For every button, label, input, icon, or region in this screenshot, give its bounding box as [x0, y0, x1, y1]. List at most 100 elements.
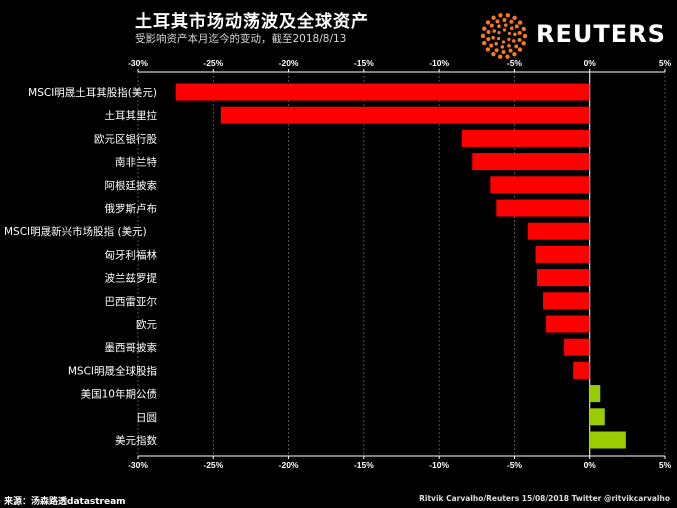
- tick-label-top: -15%: [354, 58, 374, 68]
- bar: [573, 361, 590, 379]
- logo-dot: [507, 31, 512, 36]
- logo-dot: [505, 13, 510, 18]
- logo-dot: [522, 33, 528, 39]
- logo-dot: [505, 54, 510, 59]
- logo-dot: [502, 28, 507, 32]
- tick-label-top: -5%: [507, 58, 523, 68]
- logo-dot: [517, 30, 522, 35]
- bar: [490, 176, 590, 194]
- logo-dot: [503, 23, 508, 27]
- logo-dot: [521, 41, 526, 46]
- tick-label-bottom: -5%: [507, 460, 523, 470]
- logo-dot: [494, 48, 499, 53]
- category-label: 美国10年期公债: [81, 388, 157, 401]
- logo-dot: [491, 51, 496, 57]
- category-label: MSCI明晟新兴市场股指 (美元): [4, 225, 147, 238]
- logo-dot: [482, 26, 487, 31]
- logo-dot: [497, 31, 501, 35]
- bar: [461, 129, 590, 147]
- logo-dot: [491, 35, 495, 40]
- logo-dot: [511, 39, 516, 43]
- logo-dot: [496, 36, 501, 41]
- logo-dot: [501, 49, 506, 54]
- category-label: 土耳其里拉: [105, 109, 158, 122]
- logo-dot: [517, 20, 523, 25]
- source-note: 来源：汤森路透datastream: [4, 497, 126, 507]
- tick-label-top: -10%: [429, 58, 449, 68]
- bar: [527, 222, 590, 240]
- logo-dot: [517, 38, 522, 43]
- logo-dot: [512, 52, 517, 57]
- bar: [543, 292, 590, 310]
- category-label: 巴西雷亚尔: [105, 295, 158, 308]
- bar: [535, 245, 590, 263]
- logo-dot: [482, 40, 487, 46]
- category-label: 欧元区银行股: [94, 132, 157, 145]
- bar: [472, 153, 590, 171]
- category-label: 俄罗斯卢布: [105, 202, 158, 215]
- category-label: MSCI明晟土耳其股指(美元): [28, 86, 157, 99]
- category-label: 匈牙利福林: [105, 248, 158, 261]
- logo-dot: [480, 33, 486, 39]
- logo-dot: [498, 13, 503, 18]
- bar: [589, 431, 626, 449]
- logo-dot: [513, 32, 517, 37]
- logo-dot: [517, 47, 523, 52]
- logo-dot: [494, 41, 499, 46]
- tick-label-top: 5%: [659, 58, 672, 68]
- bar: [564, 338, 590, 356]
- logo-dot: [486, 37, 491, 42]
- logo-dot: [498, 54, 503, 59]
- logo-dot: [485, 20, 491, 25]
- logo-dot: [512, 15, 517, 21]
- tick-label-top: 0%: [584, 58, 597, 68]
- logo-dot: [486, 29, 491, 34]
- logo-dot: [489, 23, 494, 28]
- category-label: 阿根廷披索: [105, 179, 158, 192]
- tick-label-top: -25%: [203, 58, 223, 68]
- tick-label-bottom: -15%: [354, 460, 374, 470]
- tick-label-bottom: 0%: [584, 460, 597, 470]
- logo-dot: [501, 40, 506, 44]
- logo-dot: [509, 19, 514, 24]
- category-label: 波兰兹罗提: [105, 272, 158, 285]
- category-label: 美元指数: [115, 434, 157, 447]
- logo-dot: [507, 37, 511, 41]
- logo-dot: [495, 19, 500, 24]
- logo-dot: [502, 18, 507, 23]
- brand-name: REUTERS: [536, 20, 666, 48]
- tick-label-bottom: -30%: [128, 460, 148, 470]
- bar: [175, 83, 590, 101]
- logo-dot: [489, 43, 494, 48]
- category-label: 南非兰特: [115, 156, 157, 169]
- logo-dot: [509, 26, 514, 31]
- logo-dot: [514, 24, 519, 29]
- reuters-dot-logo-icon: [480, 13, 528, 59]
- bar: [537, 269, 590, 287]
- chart-subtitle: 受影响资产本月迄今的变动，截至2018/8/13: [135, 33, 347, 45]
- chart-title: 土耳其市场动荡波及全球资产: [135, 12, 369, 32]
- logo-dot: [485, 47, 491, 52]
- bar: [589, 408, 605, 426]
- tick-label-bottom: -20%: [279, 460, 299, 470]
- logo-dot: [508, 48, 513, 53]
- reuters-logo: REUTERS: [480, 12, 670, 60]
- logo-dot: [500, 45, 505, 49]
- credit-note: Ritvik Carvalho/Reuters 15/08/2018 Twitt…: [419, 494, 670, 503]
- tick-label-bottom: -25%: [203, 460, 223, 470]
- tick-label-bottom: -10%: [429, 460, 449, 470]
- category-label: 墨西哥披索: [105, 341, 158, 354]
- logo-dot: [492, 29, 497, 33]
- logo-dot: [507, 44, 511, 48]
- logo-dot: [521, 26, 526, 32]
- category-label: MSCI明晟全球股指: [68, 364, 158, 377]
- bar: [496, 199, 590, 217]
- bar: [546, 315, 590, 333]
- logo-dot: [491, 15, 496, 20]
- tick-label-top: -20%: [279, 58, 299, 68]
- tick-label-top: -30%: [128, 58, 148, 68]
- bar: [589, 385, 601, 403]
- logo-dot: [497, 24, 501, 28]
- logo-dot: [514, 44, 519, 49]
- tick-label-bottom: 5%: [659, 460, 672, 470]
